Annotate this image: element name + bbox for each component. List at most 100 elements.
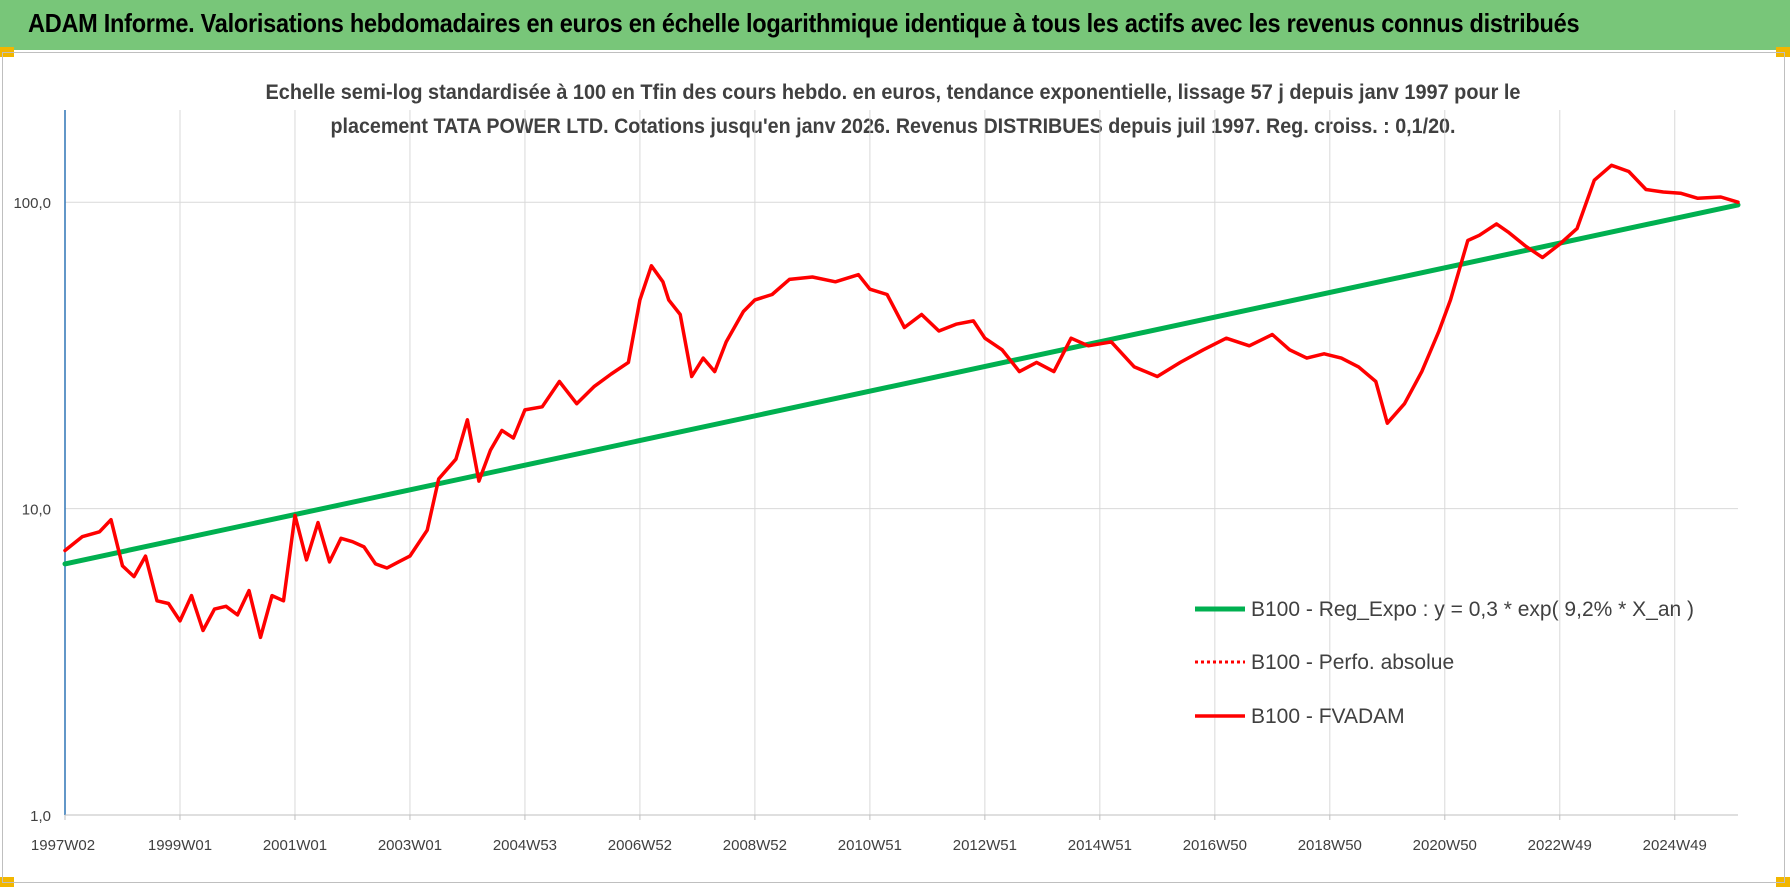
data-point [397,561,400,563]
data-point [1035,361,1038,364]
data-point [455,458,457,460]
data-point [713,370,716,373]
header-bar: ADAM Informe. Valorisations hebdomadaire… [0,0,1790,50]
data-point [639,299,641,301]
data-point [363,546,365,548]
data-point [328,561,331,563]
data-point [524,409,526,411]
data-point [662,280,664,283]
data-point [190,594,193,597]
data-point [1737,204,1739,206]
data-point [1610,164,1613,167]
data-point [1627,170,1630,173]
data-point [213,608,216,610]
data-point [259,636,262,639]
data-point [248,589,250,592]
chart-title-line-1: Echelle semi-log standardisée à 100 en T… [266,81,1521,104]
data-point [121,565,124,567]
data-point [886,293,888,296]
data-point [955,323,957,325]
data-point [1420,370,1423,373]
x-tick-label: 1997W02 [31,837,95,854]
data-point [1323,353,1325,355]
x-tick-label: 2012W51 [953,837,1017,854]
data-point [1541,256,1544,259]
data-point [1225,337,1228,339]
data-point [1110,341,1113,343]
data-point [236,614,239,616]
data-point [788,278,791,281]
x-tick-label: 2006W52 [608,837,672,854]
grid [65,110,1738,815]
data-point [1179,361,1182,364]
data-point [1202,348,1205,351]
data-point [110,518,112,521]
data-point [972,320,975,322]
data-point [501,429,503,432]
data-point [1593,179,1596,182]
legend-label: B100 - Perfo. absolue [1251,651,1454,674]
data-point [920,313,923,316]
data-point [558,380,561,383]
x-tick-label: 2001W01 [263,837,327,854]
data-point [466,418,469,421]
data-point [1696,197,1699,200]
data-point [478,480,480,482]
x-tick-label: 2004W53 [493,837,557,854]
data-point [386,567,388,569]
data-point [1679,192,1682,195]
x-tick-label: 2020W50 [1413,837,1477,854]
data-point [667,299,670,301]
data-point [426,529,428,532]
data-point [938,330,940,332]
data-point [202,629,204,632]
x-tick-label: 2014W51 [1068,837,1132,854]
data-point [133,575,135,578]
data-point [98,531,101,533]
data-point [1070,337,1072,339]
data-point [225,605,227,608]
x-tick-label: 1999W01 [148,837,212,854]
data-point [984,337,986,339]
data-point [374,563,377,565]
chart-title-line-2: placement TATA POWER LTD. Cotations jusq… [331,115,1456,138]
data-point [1156,375,1159,378]
page-title: ADAM Informe. Valorisations hebdomadaire… [28,8,1580,38]
x-tick-label: 2010W51 [838,837,902,854]
data-point [1576,227,1578,230]
data-point [1133,366,1136,368]
data-point [1449,299,1452,301]
axes: 1997W02 1999W01 2001W01 2003W01 2004W53 2006W… [13,110,1738,854]
data-point [1466,239,1469,242]
legend: B100 - Reg_Expo : y = 0,3 * exp( 9,2% * … [1195,598,1694,728]
data-point [725,341,727,343]
data-point [1271,333,1274,336]
data-point [305,559,308,561]
x-tick-label: 2018W50 [1298,837,1362,854]
data-point [1507,231,1509,233]
data-point [575,402,578,405]
data-point [650,265,653,267]
series [62,163,1741,640]
legend-label: B100 - FVADAM [1251,705,1405,728]
data-point [754,299,756,301]
data-point [271,594,273,597]
data-point [1357,366,1360,368]
y-tick-label: 10,0 [22,502,51,519]
data-point [869,288,871,291]
y-tick-label: 100,0 [13,195,51,212]
data-point [144,555,147,557]
data-point [81,535,84,538]
data-point [1306,357,1308,359]
data-point [1386,422,1389,425]
data-point [1719,196,1722,198]
data-point [282,600,285,602]
data-point [1053,370,1055,373]
data-point [1645,188,1647,191]
data-point [811,276,814,278]
data-point [690,375,693,378]
data-point [1737,201,1739,204]
legend-label: B100 - Reg_Expo : y = 0,3 * exp( 9,2% * … [1251,598,1694,621]
data-point [1375,380,1377,383]
